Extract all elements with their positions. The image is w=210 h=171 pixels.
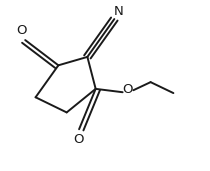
Text: O: O: [73, 133, 83, 146]
Text: N: N: [114, 5, 123, 18]
Text: O: O: [123, 83, 133, 96]
Text: O: O: [16, 24, 26, 37]
